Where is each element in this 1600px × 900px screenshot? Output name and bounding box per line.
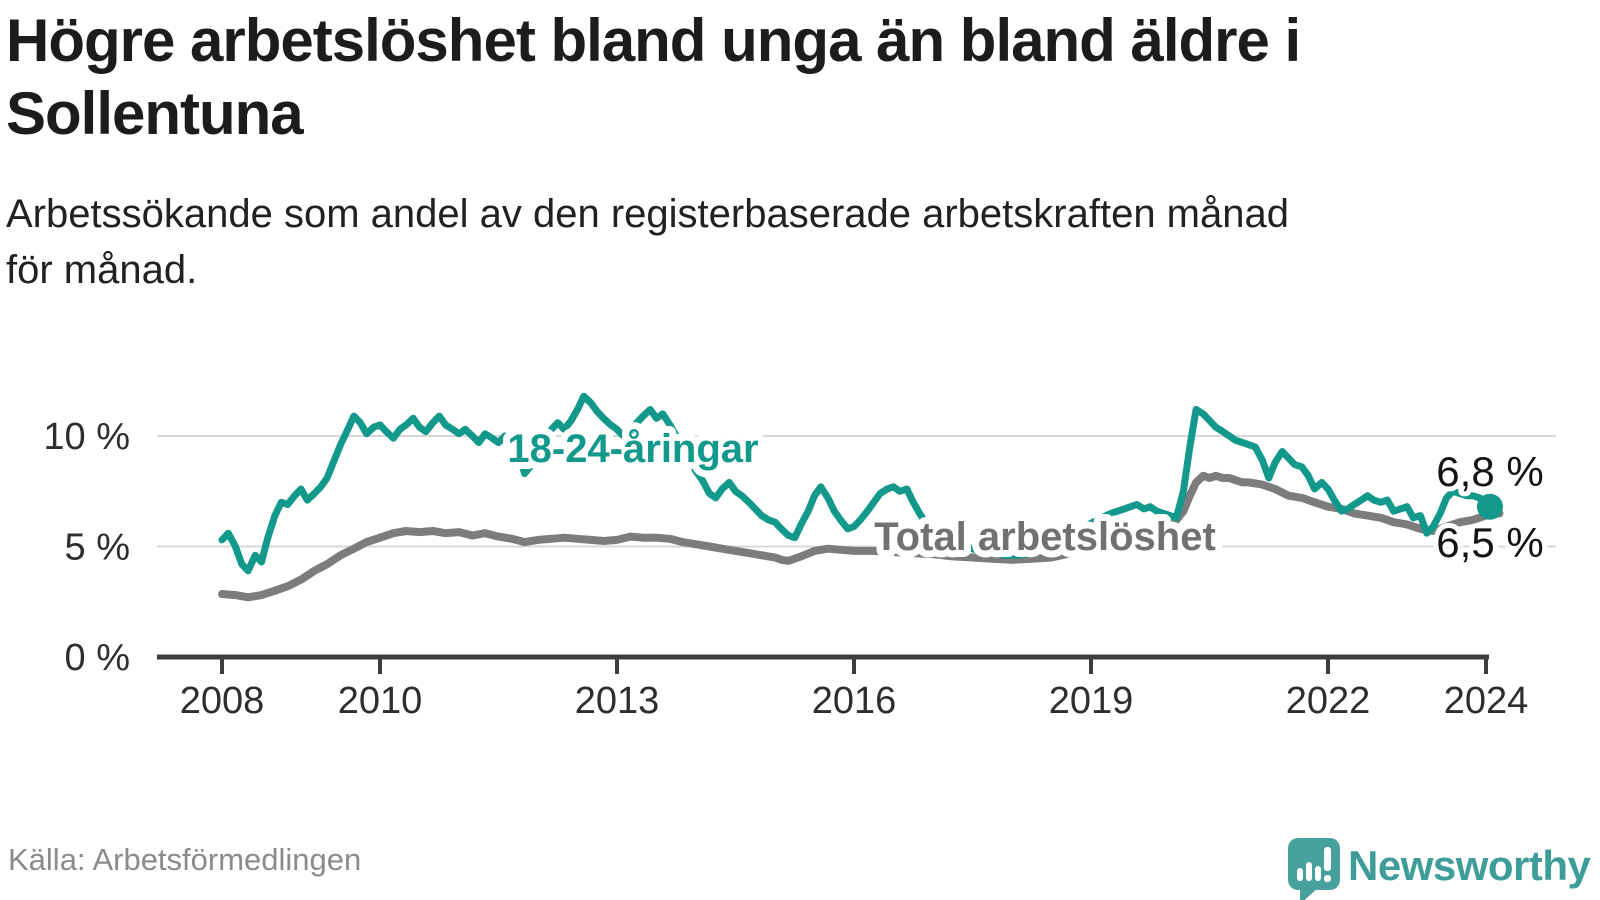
x-axis-tick-label: 2010 (338, 680, 423, 722)
series-line-total (218, 471, 1504, 602)
logo-bar-icon (1315, 866, 1321, 881)
logo-bar-icon (1306, 862, 1312, 881)
x-axis-tick-label: 2008 (180, 680, 265, 722)
x-axis-tick-label: 2022 (1286, 680, 1371, 722)
series-label: 18-24-åringar (507, 427, 758, 471)
title-line-1: Högre arbetslöshet bland unga än bland ä… (6, 7, 1301, 74)
y-axis-tick-label: 10 % (43, 416, 130, 458)
source-credit: Källa: Arbetsförmedlingen (8, 842, 362, 877)
subtitle-line-2: för månad. (6, 248, 198, 292)
end-value-label: 6,5 % (1436, 519, 1543, 566)
series-line-youth (218, 392, 1503, 575)
x-axis-tick-label: 2016 (812, 680, 897, 722)
x-axis-tick-label: 2019 (1049, 680, 1134, 722)
logo-exclamation-dot-icon (1324, 875, 1331, 882)
end-value-label: 6,8 % (1436, 448, 1543, 495)
newsworthy-logo: Newsworthy (1288, 836, 1600, 900)
series-end-dot (1476, 493, 1503, 520)
page-title: Högre arbetslöshet bland unga än bland ä… (6, 4, 1586, 150)
x-axis-tick-label: 2024 (1444, 680, 1529, 722)
series-label: Total arbetslöshet (874, 515, 1216, 559)
logo-wordmark: Newsworthy (1348, 842, 1591, 889)
x-axis-tick-label: 2013 (575, 680, 660, 722)
subtitle-line-1: Arbetssökande som andel av den registerb… (6, 192, 1289, 236)
y-axis-tick-label: 0 % (65, 637, 130, 679)
chart-subtitle: Arbetssökande som andel av den registerb… (6, 186, 1566, 298)
newsworthy-bubble-icon (1288, 838, 1340, 890)
logo-bar-icon (1297, 868, 1303, 881)
title-line-2: Sollentuna (6, 80, 304, 147)
y-axis-tick-label: 5 % (65, 527, 130, 569)
logo-exclamation-icon (1324, 847, 1331, 871)
logo-bubble-tail (1300, 888, 1318, 900)
